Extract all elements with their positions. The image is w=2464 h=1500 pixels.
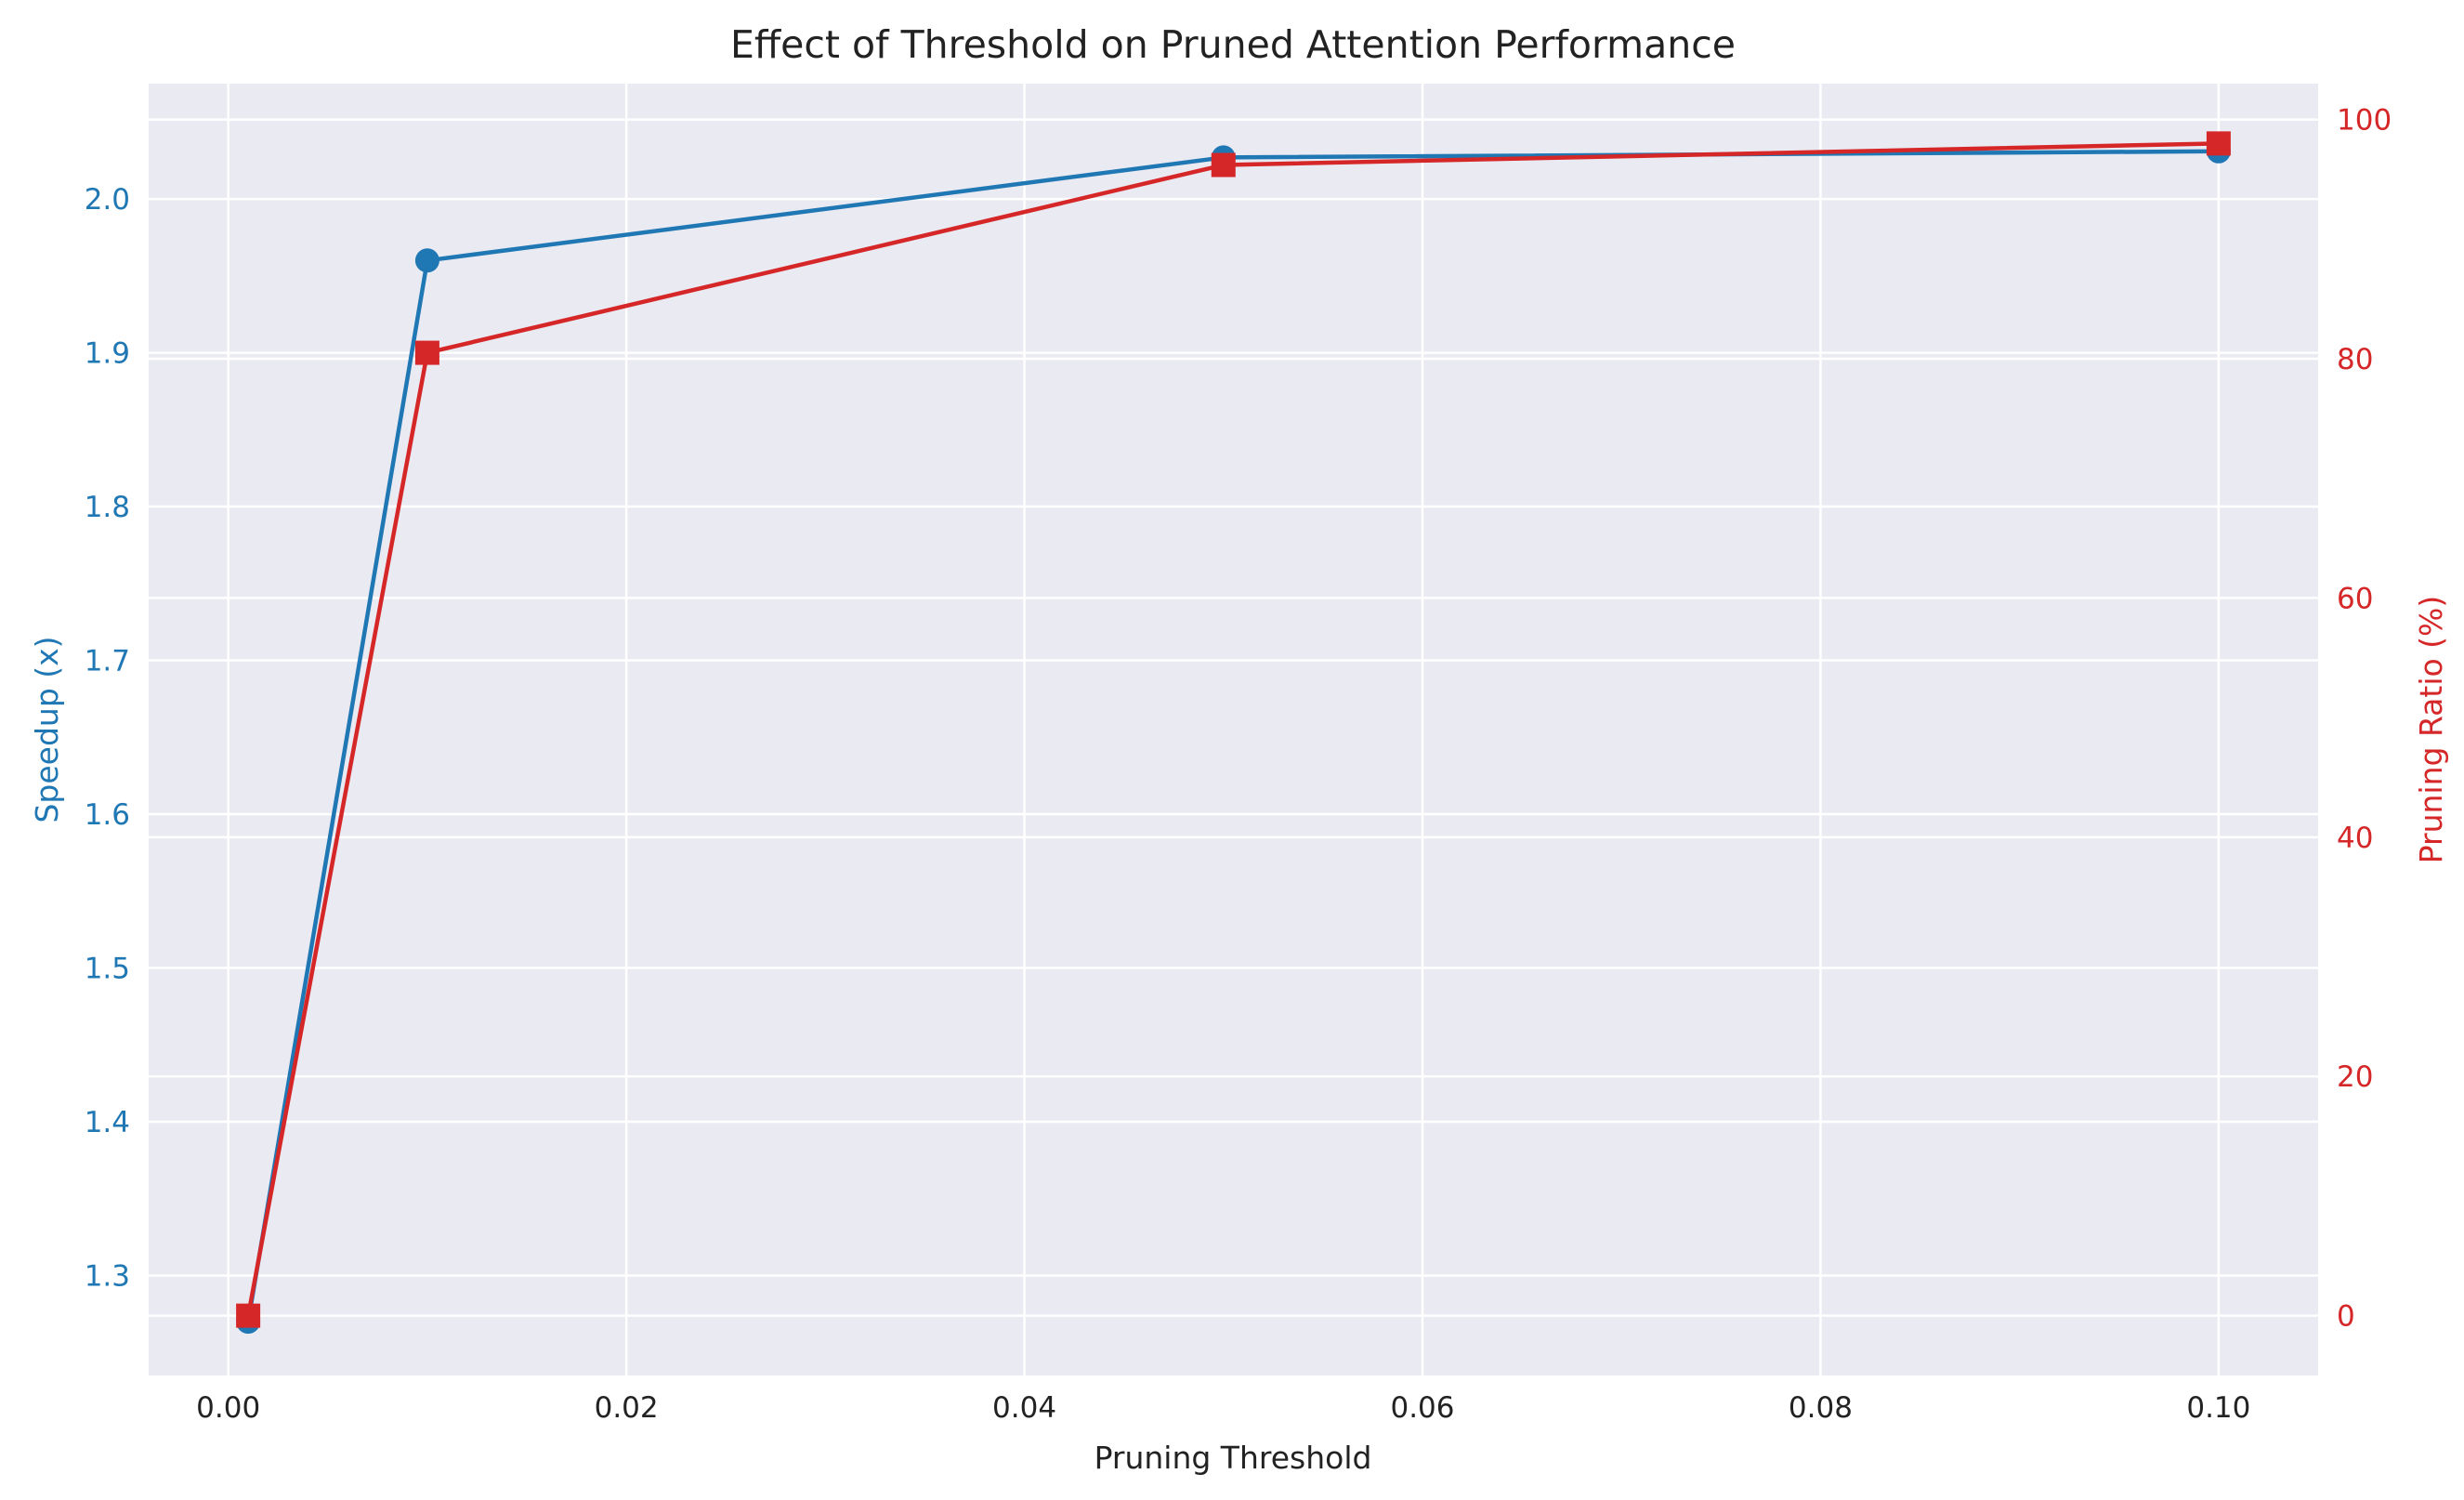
speedup-point	[414, 248, 439, 273]
y-tick-label: 1.5	[85, 952, 130, 985]
y2-tick-label: 60	[2337, 582, 2373, 615]
y2-tick-label: 0	[2337, 1300, 2355, 1334]
pruning-ratio-point	[414, 340, 439, 365]
chart-title: Effect of Threshold on Pruned Attention …	[730, 22, 1736, 67]
y-tick-label: 1.3	[85, 1259, 130, 1293]
x-tick-label: 0.08	[1789, 1391, 1853, 1425]
y-tick-label: 1.4	[85, 1106, 130, 1139]
pruning-ratio-point	[236, 1303, 261, 1328]
y-tick-label: 1.9	[85, 337, 130, 371]
series-layer	[236, 131, 2231, 1335]
y-axis-title: Speedup (x)	[29, 636, 65, 822]
pruning-ratio-point	[2206, 131, 2231, 156]
y2-axis-title: Pruning Ratio (%)	[2413, 596, 2449, 864]
y2-tick-label: 20	[2337, 1060, 2373, 1094]
pruning-ratio-point	[1211, 152, 1236, 178]
y-tick-label: 1.6	[85, 798, 130, 832]
pruning-ratio-line	[245, 141, 2219, 1317]
y2-tick-label: 100	[2337, 104, 2392, 138]
tick-labels: 0.00 0.02 0.04 0.06 0.08 0.10 1.3 1.4 1.5 1.6 1.7 1…	[85, 104, 2392, 1425]
x-tick-label: 0.00	[196, 1391, 260, 1425]
x-tick-label: 0.06	[1390, 1391, 1454, 1425]
y-tick-label: 2.0	[85, 183, 130, 217]
x-axis-title: Pruning Threshold	[1094, 1440, 1372, 1476]
y-tick-label: 1.8	[85, 491, 130, 524]
x-tick-label: 0.02	[595, 1391, 659, 1425]
y2-tick-label: 40	[2337, 822, 2373, 855]
x-tick-label: 0.04	[992, 1391, 1056, 1425]
y-tick-label: 1.7	[85, 645, 130, 678]
x-tick-label: 0.10	[2186, 1391, 2250, 1425]
plot-background	[149, 84, 2318, 1375]
grid-lines	[149, 84, 2318, 1375]
y2-tick-label: 80	[2337, 343, 2373, 376]
